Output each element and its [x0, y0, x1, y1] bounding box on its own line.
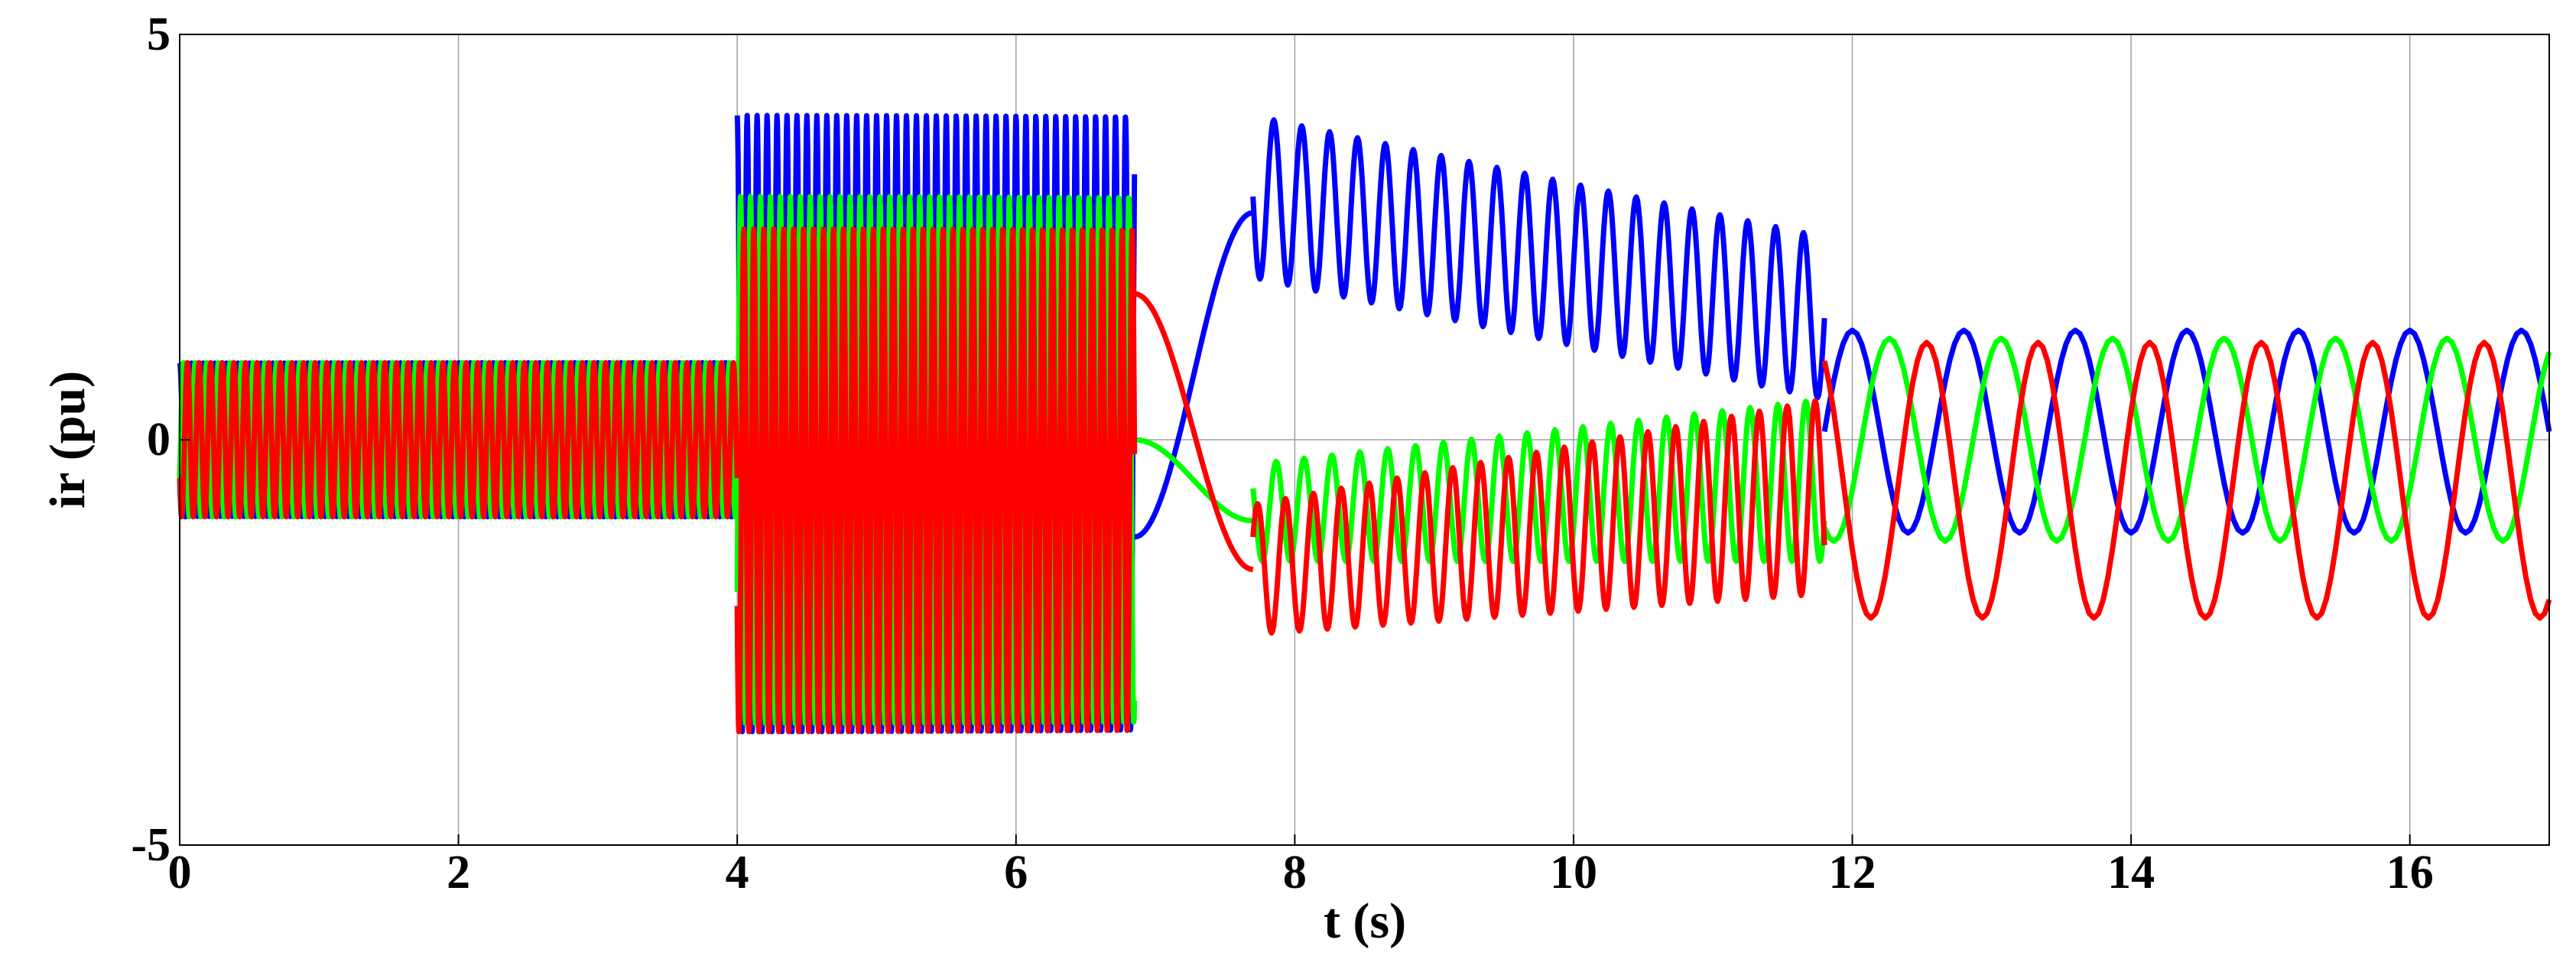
series-1-line: [1250, 117, 1827, 401]
series-2-line: [1821, 336, 2552, 544]
y-tick-label: 0: [147, 414, 171, 466]
series-2-line: [1134, 437, 1253, 524]
ticks: 0 2 4 6 8 10 12 14 16-505: [131, 8, 2433, 899]
series-3-line: [177, 359, 740, 520]
series-3-line: [734, 226, 1138, 735]
x-tick-label: 2: [447, 847, 470, 899]
series-1-line: [1134, 210, 1254, 540]
x-tick-label: 4: [726, 847, 749, 899]
x-tick-label: 6: [1004, 847, 1028, 899]
x-tick-label: 8: [1283, 847, 1307, 899]
series-3: [177, 226, 2552, 735]
x-tick-label: 10: [1550, 847, 1597, 899]
x-tick-label: 16: [2386, 847, 2434, 899]
x-tick-label: 14: [2107, 847, 2155, 899]
x-tick-label: 12: [1829, 847, 1876, 899]
series-layer: [177, 112, 2552, 735]
x-tick-label: 0: [168, 847, 192, 899]
y-axis-label: ir (pu): [40, 371, 96, 509]
x-axis-label: t (s): [1324, 893, 1406, 949]
series-3-line: [1821, 340, 2552, 621]
y-tick-label: 5: [147, 8, 171, 60]
y-tick-label: -5: [131, 819, 171, 871]
series-3-line: [1134, 291, 1254, 573]
series-3-line: [1250, 398, 1827, 636]
